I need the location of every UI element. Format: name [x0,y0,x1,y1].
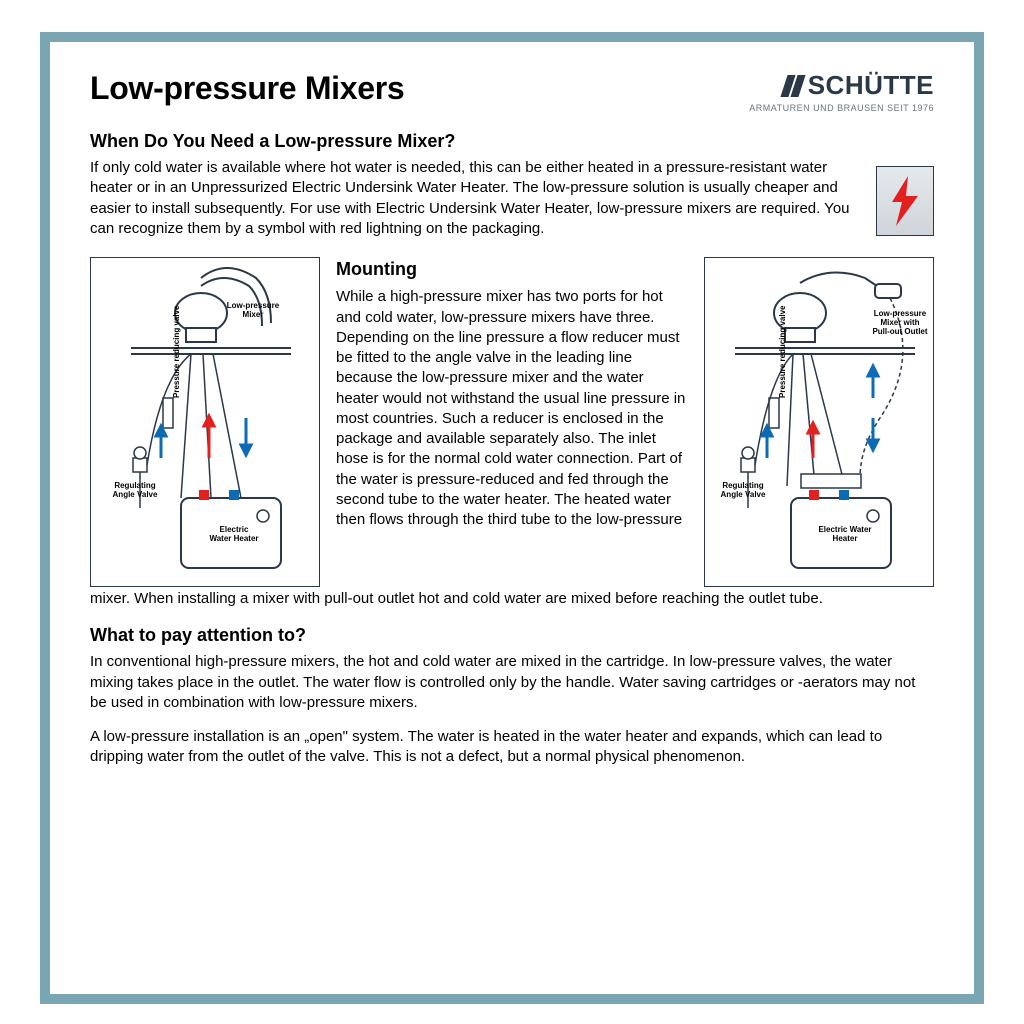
diagram-left-svg [91,258,321,588]
diagram-left: Low-pressure Mixer Pressure reducing val… [90,257,320,587]
section3-p1: In conventional high-pressure mixers, th… [90,652,934,713]
mounting-body: While a high-pressure mixer has two port… [336,287,688,530]
section1-heading: When Do You Need a Low-pressure Mixer? [90,131,934,152]
diagram-right: Low-pressure Mixer with Pull-out Outlet … [704,257,934,587]
brand-logo: SCHÜTTE ARMATUREN UND BRAUSEN SEIT 1976 [749,70,934,113]
brand-name: SCHÜTTE [808,70,934,101]
diag-right-mixer-label: Low-pressure Mixer with Pull-out Outlet [871,310,929,336]
document-frame: Low-pressure Mixers SCHÜTTE ARMATUREN UN… [40,32,984,1004]
brand-mark-icon [784,75,802,97]
section3-heading: What to pay attention to? [90,625,934,646]
intro-row: If only cold water is available where ho… [90,158,934,253]
page-title: Low-pressure Mixers [90,70,404,107]
low-pressure-symbol-icon [876,166,934,236]
diag-left-valve-label: Regulating Angle Valve [109,482,161,500]
diag-right-valve-label: Regulating Angle Valve [717,482,769,500]
diag-right-heater-label: Electric Water Heater [817,526,873,544]
lightning-icon [888,176,922,226]
diag-left-reducer-label: Pressure reducing valve [173,306,182,399]
mounting-body-cont: mixer. When installing a mixer with pull… [90,589,934,609]
diag-right-reducer-label: Pressure reducing valve [779,306,788,399]
mounting-heading: Mounting [336,257,688,281]
diag-left-mixer-label: Low-pressure Mixer [223,302,283,320]
mounting-row: Low-pressure Mixer Pressure reducing val… [90,257,934,587]
brand-name-row: SCHÜTTE [749,70,934,101]
section1-body: If only cold water is available where ho… [90,158,862,239]
mounting-column: Mounting While a high-pressure mixer has… [336,257,688,530]
diag-left-heater-label: Electric Water Heater [209,526,259,544]
header: Low-pressure Mixers SCHÜTTE ARMATUREN UN… [90,70,934,113]
section3-p2: A low-pressure installation is an „open"… [90,727,934,768]
brand-tagline: ARMATUREN UND BRAUSEN SEIT 1976 [749,103,934,113]
